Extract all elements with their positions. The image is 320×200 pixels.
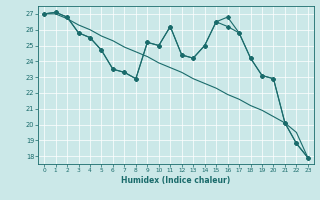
X-axis label: Humidex (Indice chaleur): Humidex (Indice chaleur): [121, 176, 231, 185]
